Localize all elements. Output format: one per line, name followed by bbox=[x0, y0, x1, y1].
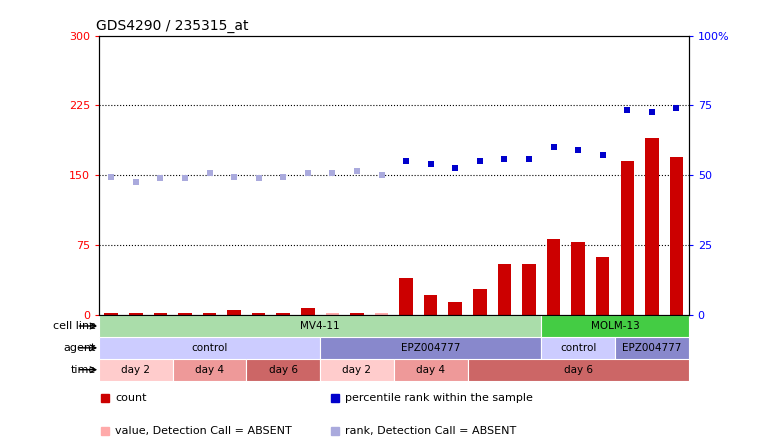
Text: day 2: day 2 bbox=[342, 365, 371, 375]
Bar bbox=[99, 359, 173, 381]
Bar bbox=[301, 308, 314, 315]
Bar bbox=[645, 138, 658, 315]
Text: value, Detection Call = ABSENT: value, Detection Call = ABSENT bbox=[116, 426, 292, 436]
Bar bbox=[247, 359, 320, 381]
Bar bbox=[547, 239, 560, 315]
Text: cell line: cell line bbox=[53, 321, 96, 331]
Bar bbox=[522, 264, 536, 315]
Text: day 2: day 2 bbox=[121, 365, 150, 375]
Bar bbox=[615, 337, 689, 359]
Bar bbox=[473, 289, 486, 315]
Bar bbox=[374, 313, 388, 315]
Bar bbox=[276, 313, 290, 315]
Bar bbox=[620, 161, 634, 315]
Bar bbox=[467, 359, 689, 381]
Bar bbox=[173, 359, 247, 381]
Text: day 6: day 6 bbox=[269, 365, 298, 375]
Text: count: count bbox=[116, 393, 147, 403]
Bar bbox=[154, 313, 167, 315]
Text: MOLM-13: MOLM-13 bbox=[591, 321, 639, 331]
Bar bbox=[129, 313, 142, 315]
Text: time: time bbox=[71, 365, 96, 375]
Text: percentile rank within the sample: percentile rank within the sample bbox=[345, 393, 533, 403]
Bar bbox=[448, 302, 462, 315]
Bar bbox=[670, 157, 683, 315]
Bar bbox=[202, 313, 216, 315]
Bar bbox=[99, 337, 320, 359]
Bar bbox=[104, 313, 118, 315]
Text: agent: agent bbox=[64, 343, 96, 353]
Bar bbox=[541, 337, 615, 359]
Text: control: control bbox=[191, 343, 228, 353]
Bar bbox=[252, 313, 266, 315]
Text: day 4: day 4 bbox=[195, 365, 224, 375]
Bar bbox=[228, 310, 240, 315]
Bar bbox=[394, 359, 467, 381]
Bar bbox=[320, 337, 541, 359]
Text: GDS4290 / 235315_at: GDS4290 / 235315_at bbox=[96, 19, 249, 33]
Text: MV4-11: MV4-11 bbox=[301, 321, 340, 331]
Text: control: control bbox=[560, 343, 597, 353]
Bar bbox=[178, 313, 192, 315]
Text: rank, Detection Call = ABSENT: rank, Detection Call = ABSENT bbox=[345, 426, 517, 436]
Bar bbox=[350, 313, 364, 315]
Bar bbox=[572, 242, 585, 315]
Text: EPZ004777: EPZ004777 bbox=[622, 343, 682, 353]
Bar bbox=[326, 313, 339, 315]
Bar bbox=[320, 359, 394, 381]
Bar bbox=[596, 258, 610, 315]
Text: day 4: day 4 bbox=[416, 365, 445, 375]
Bar bbox=[498, 264, 511, 315]
Text: day 6: day 6 bbox=[564, 365, 593, 375]
Bar bbox=[99, 315, 541, 337]
Bar bbox=[424, 295, 438, 315]
Bar bbox=[541, 315, 689, 337]
Bar bbox=[400, 278, 413, 315]
Text: EPZ004777: EPZ004777 bbox=[401, 343, 460, 353]
